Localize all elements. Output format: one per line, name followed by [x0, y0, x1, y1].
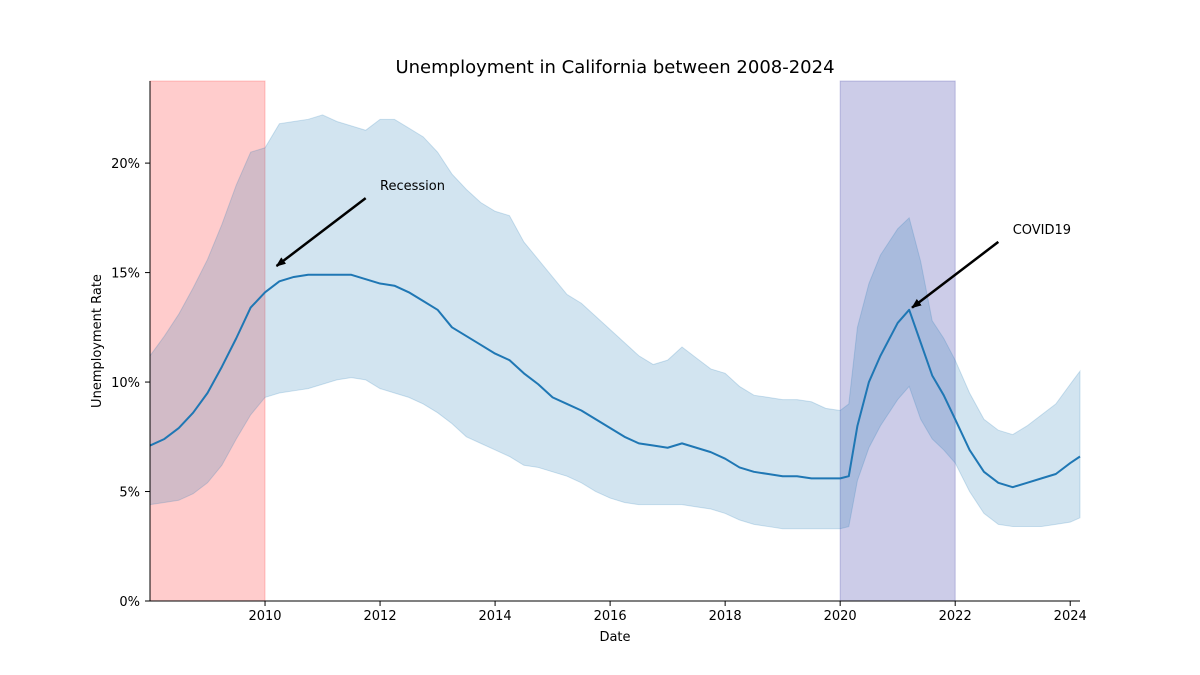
- x-tick-label: 2018: [709, 609, 742, 624]
- shaded-span-0: [149, 80, 266, 602]
- series-lines: [149, 273, 1081, 489]
- x-tick-label: 2022: [939, 609, 972, 624]
- x-tick-label: 2012: [364, 609, 397, 624]
- x-tick-label: 2016: [594, 609, 627, 624]
- y-tick-label: 10%: [111, 376, 140, 391]
- chart-title: Unemployment in California between 2008-…: [395, 57, 834, 78]
- series-line-0: [149, 273, 1081, 489]
- y-ticks: 0% 5% 10% 15% 20%: [111, 157, 150, 610]
- annotation-arrow-0: [275, 197, 367, 268]
- x-tick-label: 2020: [824, 609, 857, 624]
- confidence-band: [149, 114, 1081, 530]
- x-tick-label: 2024: [1054, 609, 1087, 624]
- annotation-arrow-1: [911, 240, 1000, 309]
- band-area-0: [149, 114, 1081, 530]
- y-tick-label: 20%: [111, 157, 140, 172]
- annotations: Recession COVID19: [275, 179, 1071, 309]
- shaded-spans: [149, 80, 956, 602]
- axes: [149, 81, 1080, 602]
- x-tick-label: 2010: [248, 609, 281, 624]
- x-ticks: 2010 2012 2014 2016 2018 2020 2022 2024: [248, 601, 1087, 624]
- x-axis-label: Date: [599, 630, 630, 645]
- annotation-label-0: Recession: [380, 179, 445, 194]
- y-tick-label: 15%: [111, 267, 140, 282]
- y-tick-label: 5%: [119, 486, 140, 501]
- annotation-label-1: COVID19: [1013, 223, 1071, 238]
- x-tick-label: 2014: [479, 609, 512, 624]
- y-axis-label: Unemployment Rate: [90, 274, 105, 408]
- shaded-span-1: [839, 80, 956, 602]
- y-tick-label: 0%: [119, 595, 140, 610]
